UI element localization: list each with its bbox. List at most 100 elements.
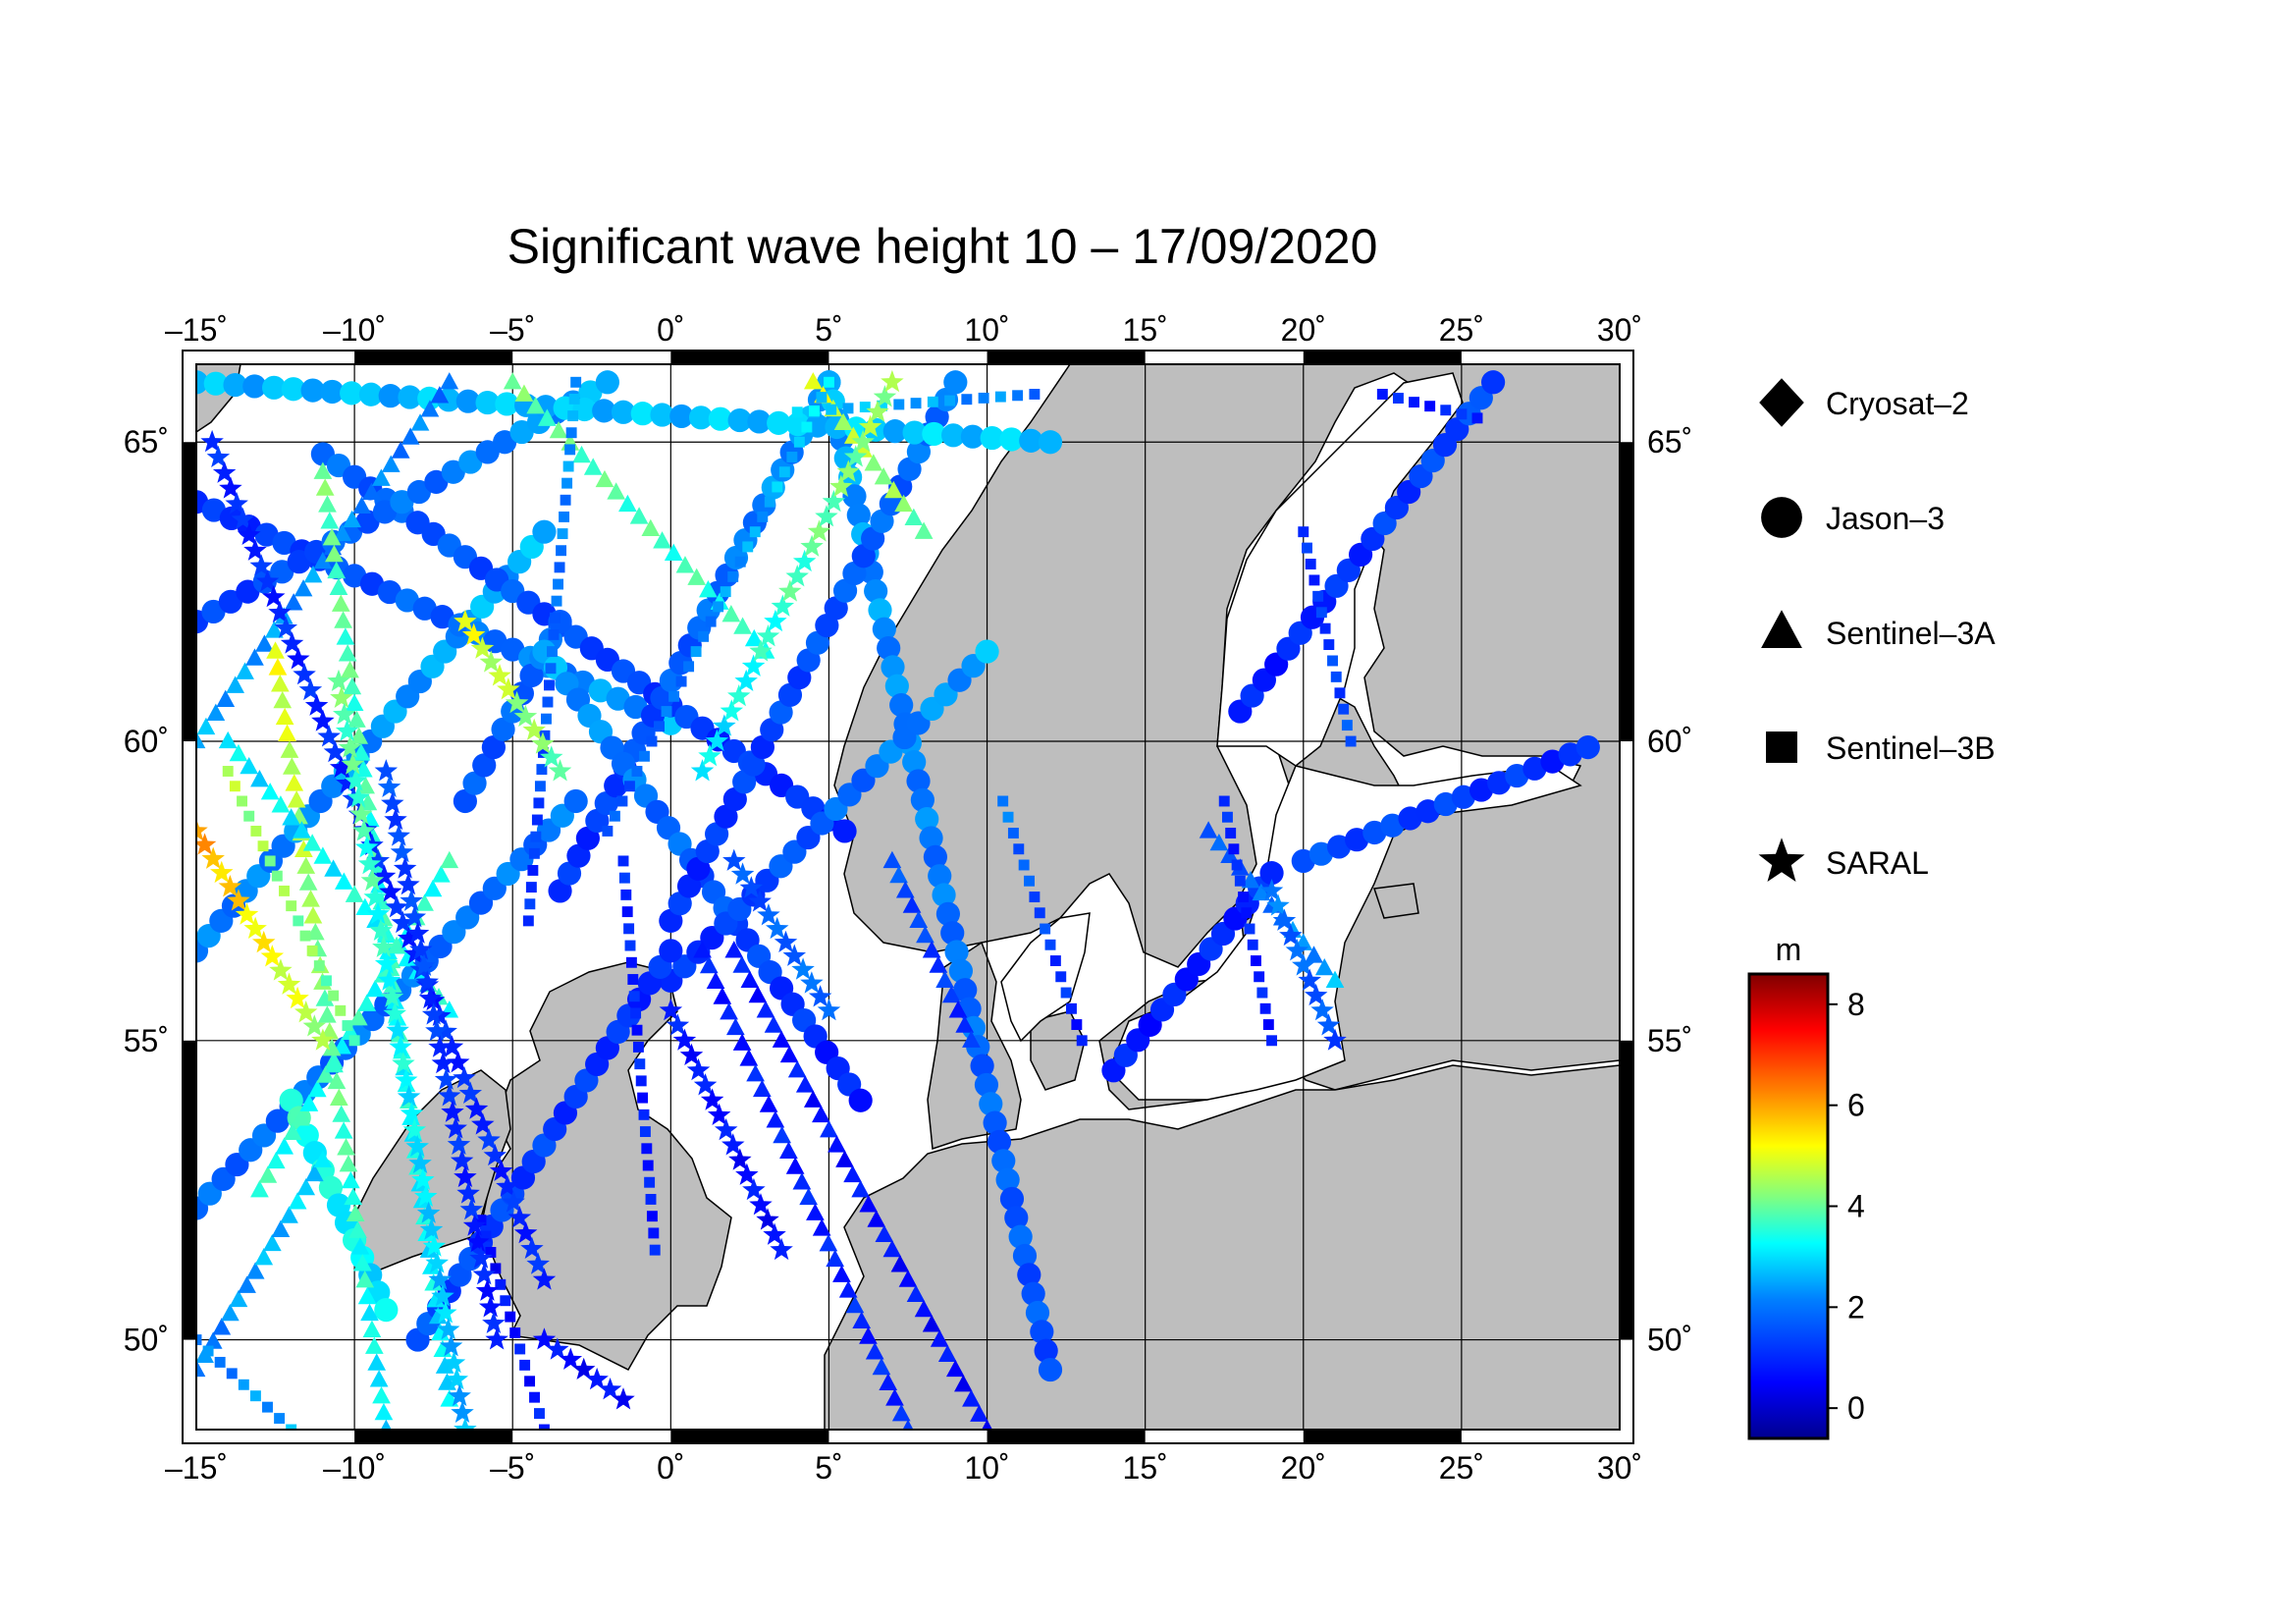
- track-point: [374, 1402, 394, 1421]
- track-point: [585, 1367, 609, 1390]
- track-point: [666, 1013, 690, 1036]
- track-point: [459, 1197, 484, 1220]
- legend-label: SARAL: [1826, 845, 1929, 881]
- track-point: [1345, 828, 1369, 852]
- track-point: [260, 783, 280, 800]
- track-point: [287, 647, 310, 670]
- track-point: [744, 628, 764, 647]
- track-point: [529, 1391, 540, 1403]
- track-point: [1034, 1338, 1058, 1363]
- track-point: [808, 985, 832, 1007]
- track-point: [226, 1368, 238, 1380]
- track-point: [330, 685, 353, 708]
- track-point: [975, 639, 999, 664]
- track-point: [315, 989, 335, 1006]
- legend-label: Sentinel–3A: [1826, 616, 1996, 651]
- track-point: [369, 918, 393, 942]
- track-point: [271, 795, 291, 813]
- track-point: [1254, 971, 1265, 983]
- track-point: [836, 460, 861, 482]
- track-point: [706, 971, 725, 989]
- triangle-legend-icon: [1761, 610, 1802, 648]
- track-point: [196, 1334, 202, 1346]
- track-point: [317, 725, 341, 747]
- track-point: [929, 955, 948, 973]
- track-point: [203, 371, 228, 396]
- track-point: [458, 1081, 483, 1104]
- track-point: [398, 948, 417, 967]
- track-point: [819, 1234, 838, 1252]
- track-point: [271, 675, 290, 692]
- track-point: [336, 771, 359, 793]
- track-point: [562, 460, 574, 472]
- track-point: [296, 1177, 316, 1196]
- track-point: [772, 1030, 791, 1048]
- track-point: [970, 1404, 988, 1422]
- track-point: [440, 372, 459, 390]
- track-point: [445, 1367, 469, 1390]
- track-point: [530, 831, 542, 842]
- track-point: [639, 1126, 651, 1138]
- track-point: [531, 814, 543, 826]
- track-point: [321, 975, 332, 987]
- colorbar-gradient: [1747, 972, 1830, 1440]
- track-point: [895, 881, 915, 898]
- track-point: [513, 704, 538, 728]
- track-point: [425, 1251, 449, 1273]
- track-point: [218, 874, 242, 897]
- track-point: [877, 635, 901, 661]
- track-point: [835, 1150, 854, 1167]
- track-point: [434, 1301, 457, 1324]
- track-point: [732, 1033, 752, 1051]
- track-point: [644, 1176, 656, 1188]
- track-point: [329, 755, 353, 779]
- track-point: [282, 808, 301, 826]
- track-point: [317, 1005, 337, 1023]
- track-point: [249, 554, 273, 576]
- track-point: [740, 970, 760, 988]
- track-point: [979, 1092, 1003, 1116]
- track-point: [1424, 401, 1436, 412]
- track-point: [532, 1327, 557, 1350]
- legend-label: Sentinel–3B: [1826, 730, 1996, 766]
- track-point: [278, 724, 296, 742]
- track-point: [940, 921, 965, 946]
- track-point: [201, 846, 225, 869]
- lon-tick-label-top: –10˚: [323, 312, 386, 348]
- track-point: [470, 636, 495, 659]
- track-point: [1221, 811, 1233, 823]
- track-point: [533, 797, 545, 809]
- track-point: [1266, 1035, 1278, 1047]
- track-point: [815, 505, 838, 527]
- track-point: [307, 1079, 327, 1098]
- track-point: [553, 578, 564, 590]
- track-point: [334, 611, 352, 628]
- track-point: [462, 771, 487, 795]
- track-point: [304, 693, 329, 716]
- frame-segment: [1620, 1040, 1633, 1340]
- track-point: [281, 377, 305, 402]
- track-point: [254, 1248, 274, 1266]
- track-point: [349, 727, 369, 744]
- track-point: [1376, 389, 1388, 400]
- track-point: [559, 1347, 583, 1370]
- track-point: [196, 730, 206, 749]
- track-point: [354, 836, 379, 858]
- track-point: [785, 565, 809, 587]
- track-point: [251, 930, 276, 953]
- track-point: [1279, 923, 1303, 947]
- track-point: [904, 508, 924, 525]
- lat-tick-label-left: 65˚: [124, 424, 169, 460]
- track-point: [387, 824, 410, 846]
- lat-tick-label-right: 65˚: [1647, 424, 1692, 460]
- track-point: [242, 374, 267, 399]
- track-point: [826, 404, 837, 415]
- track-point: [357, 994, 377, 1011]
- track-point: [786, 452, 798, 462]
- track-point: [735, 1163, 759, 1185]
- track-point: [902, 750, 927, 775]
- track-point: [721, 1133, 745, 1156]
- track-point: [742, 541, 754, 553]
- track-point: [890, 1255, 910, 1272]
- track-point: [196, 1359, 206, 1378]
